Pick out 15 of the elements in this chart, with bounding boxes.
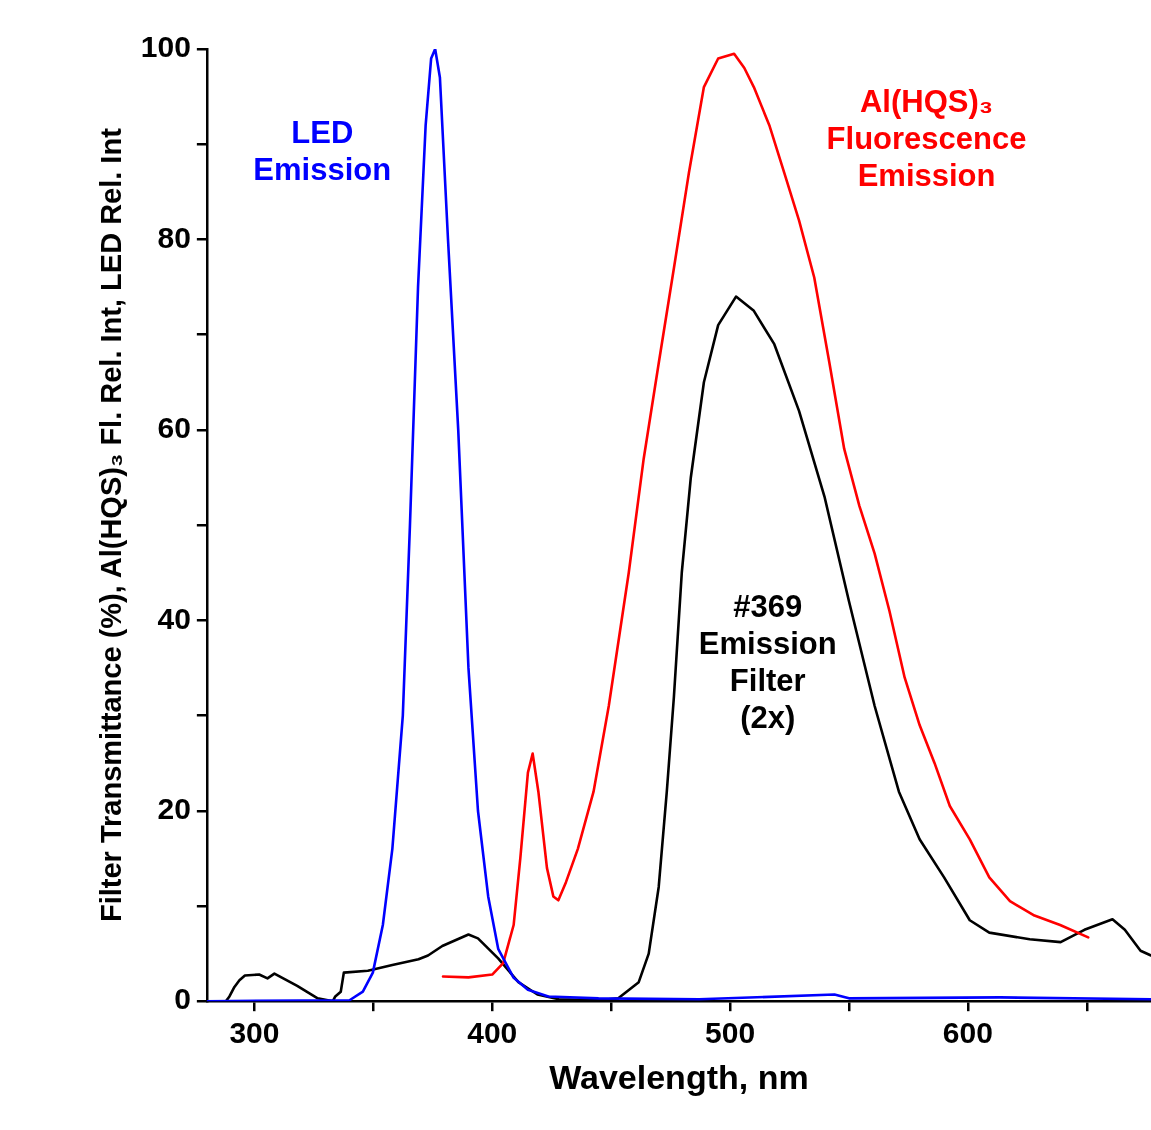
y-tick-label: 0: [174, 982, 191, 1016]
y-tick-label: 20: [157, 792, 191, 826]
y-tick-label: 60: [157, 411, 191, 445]
y-tick-label: 40: [157, 601, 191, 635]
series-label: Al(HQS)₃ Fluorescence Emission: [826, 84, 1027, 194]
x-tick-label: 300: [229, 1016, 280, 1050]
y-tick-label: 80: [157, 220, 191, 254]
x-axis-title: Wavelength, nm: [549, 1057, 809, 1096]
y-tick-label: 100: [140, 30, 191, 64]
series-label: LED Emission: [253, 114, 392, 187]
y-axis-title: Filter Transmittance (%), Al(HQS)₃ Fl. Rel. Int, LED Rel. Int: [95, 127, 128, 923]
x-tick-label: 400: [467, 1016, 518, 1050]
x-tick-label: 500: [705, 1016, 756, 1050]
series-label: #369 Emission Filter (2x): [698, 589, 837, 736]
x-tick-label: 600: [942, 1016, 993, 1050]
